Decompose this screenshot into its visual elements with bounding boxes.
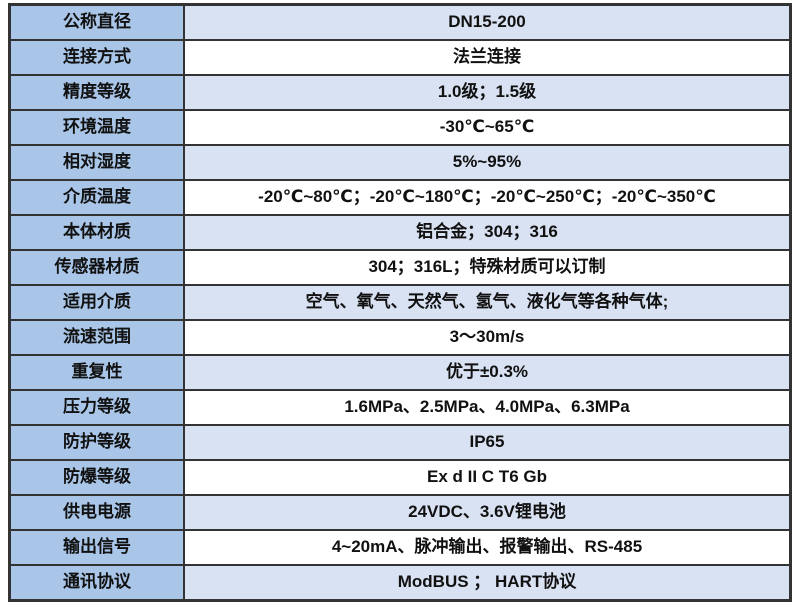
spec-label-cell: 环境温度: [8, 109, 185, 146]
spec-value-cell: 24VDC、3.6V锂电池: [183, 494, 792, 531]
table-row: 供电电源 24VDC、3.6V锂电池: [8, 494, 792, 531]
spec-value-cell: IP65: [183, 424, 792, 461]
spec-label-cell: 介质温度: [8, 179, 185, 216]
spec-label-cell: 精度等级: [8, 74, 185, 111]
spec-value-cell: 空气、氧气、天然气、氢气、液化气等各种气体;: [183, 284, 792, 321]
spec-label-cell: 适用介质: [8, 284, 185, 321]
spec-value-cell: 1.6MPa、2.5MPa、4.0MPa、6.3MPa: [183, 389, 792, 426]
spec-table-body: 公称直径 DN15-200 连接方式 法兰连接 精度等级 1.0级；1.5级 环境温度 -30…: [8, 3, 792, 602]
spec-value-cell: 铝合金；304；316: [183, 214, 792, 251]
spec-label-cell: 流速范围: [8, 319, 185, 356]
spec-label-cell: 供电电源: [8, 494, 185, 531]
spec-value-cell: -30℃~65℃: [183, 109, 792, 146]
table-row: 本体材质 铝合金；304；316: [8, 214, 792, 251]
spec-label-cell: 通讯协议: [8, 564, 185, 602]
table-row: 防护等级 IP65: [8, 424, 792, 461]
spec-value-cell: 3～30m/s: [183, 319, 792, 356]
table-row: 流速范围 3～30m/s: [8, 319, 792, 356]
spec-value-cell: Ex d II C T6 Gb: [183, 459, 792, 496]
spec-value-cell: 5%~95%: [183, 144, 792, 181]
table-row: 重复性 优于±0.3%: [8, 354, 792, 391]
product-spec-table: 公称直径 DN15-200 连接方式 法兰连接 精度等级 1.0级；1.5级 环境温度 -30…: [8, 3, 792, 602]
spec-label-cell: 重复性: [8, 354, 185, 391]
table-row: 传感器材质 304；316L；特殊材质可以订制: [8, 249, 792, 286]
table-row: 压力等级 1.6MPa、2.5MPa、4.0MPa、6.3MPa: [8, 389, 792, 426]
table-row: 介质温度 -20℃~80℃；-20℃~180℃；-20℃~250℃；-20℃~35…: [8, 179, 792, 216]
table-row: 相对湿度 5%~95%: [8, 144, 792, 181]
spec-value-cell: 4~20mA、脉冲输出、报警输出、RS-485: [183, 529, 792, 566]
table-row: 公称直径 DN15-200: [8, 3, 792, 41]
table-row: 防爆等级 Ex d II C T6 Gb: [8, 459, 792, 496]
table-row: 精度等级 1.0级；1.5级: [8, 74, 792, 111]
spec-label-cell: 相对湿度: [8, 144, 185, 181]
spec-label-cell: 公称直径: [8, 3, 185, 41]
spec-label-cell: 压力等级: [8, 389, 185, 426]
spec-value-cell: 1.0级；1.5级: [183, 74, 792, 111]
table-row: 连接方式 法兰连接: [8, 39, 792, 76]
spec-value-cell: -20℃~80℃；-20℃~180℃；-20℃~250℃；-20℃~350℃: [183, 179, 792, 216]
table-row: 环境温度 -30℃~65℃: [8, 109, 792, 146]
table-row: 通讯协议 ModBUS ； HART协议: [8, 564, 792, 602]
spec-label-cell: 输出信号: [8, 529, 185, 566]
spec-label-cell: 本体材质: [8, 214, 185, 251]
spec-value-cell: 法兰连接: [183, 39, 792, 76]
spec-label-cell: 连接方式: [8, 39, 185, 76]
spec-value-cell: 304；316L；特殊材质可以订制: [183, 249, 792, 286]
spec-value-cell: 优于±0.3%: [183, 354, 792, 391]
spec-value-cell: DN15-200: [183, 3, 792, 41]
spec-value-cell: ModBUS ； HART协议: [183, 564, 792, 602]
spec-label-cell: 防护等级: [8, 424, 185, 461]
table-row: 适用介质 空气、氧气、天然气、氢气、液化气等各种气体;: [8, 284, 792, 321]
spec-label-cell: 防爆等级: [8, 459, 185, 496]
table-row: 输出信号 4~20mA、脉冲输出、报警输出、RS-485: [8, 529, 792, 566]
spec-label-cell: 传感器材质: [8, 249, 185, 286]
